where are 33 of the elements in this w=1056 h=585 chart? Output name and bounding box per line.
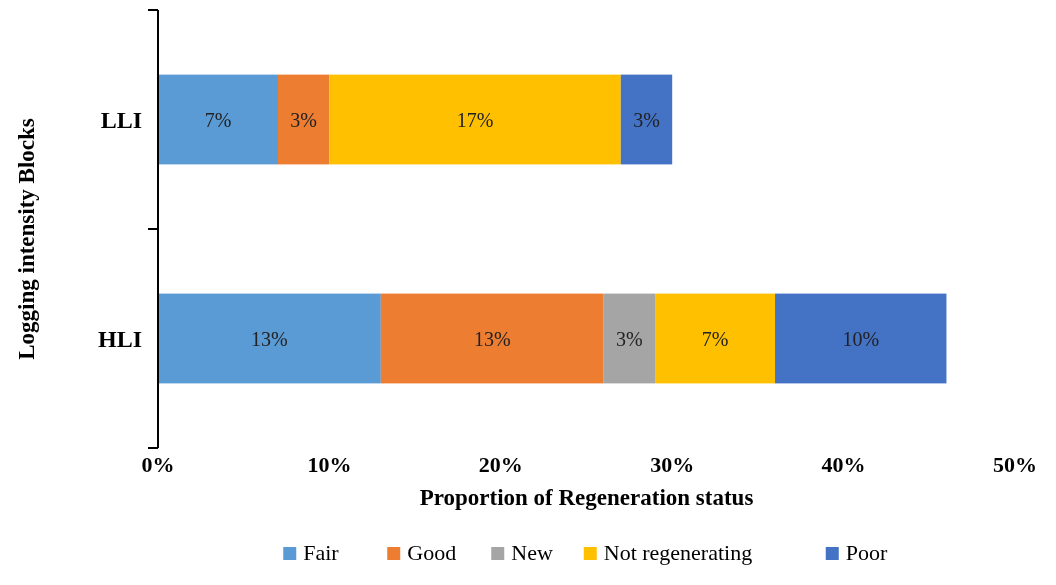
bar [603, 293, 656, 384]
bar [158, 293, 381, 384]
bar [329, 74, 621, 165]
data-label: 17% [456, 108, 494, 131]
legend-label: Not regenerating [603, 540, 753, 565]
x-tick-label: 50% [993, 452, 1037, 477]
data-label: 7% [204, 108, 232, 131]
legend-label: Poor [845, 540, 888, 565]
data-label: 7% [701, 327, 729, 350]
data-label: 10% [842, 327, 880, 350]
legend-label: Fair [303, 540, 340, 565]
y-tick-label: HLI [97, 325, 142, 352]
data-label: 3% [633, 108, 660, 131]
data-label: 13% [473, 327, 511, 350]
y-tick-label: LLI [100, 106, 142, 133]
y-axis-title: Logging intensity Blocks [14, 118, 39, 360]
legend-label: Good [407, 540, 457, 565]
data-label: 3% [616, 327, 643, 350]
x-tick-label: 20% [478, 452, 523, 477]
legend-label: New [511, 540, 553, 565]
bar [620, 74, 673, 165]
x-tick-label: 30% [650, 452, 695, 477]
x-tick-label: 10% [307, 452, 352, 477]
bar [655, 293, 776, 384]
x-tick-label: 0% [141, 452, 175, 477]
bar [277, 74, 330, 165]
x-axis-title: Proportion of Regeneration status [419, 485, 754, 510]
bar [158, 74, 278, 165]
bar [775, 293, 947, 384]
data-label: 13% [251, 327, 288, 350]
data-label: 3% [290, 108, 318, 131]
bar [380, 293, 604, 384]
x-tick-label: 40% [821, 452, 866, 477]
